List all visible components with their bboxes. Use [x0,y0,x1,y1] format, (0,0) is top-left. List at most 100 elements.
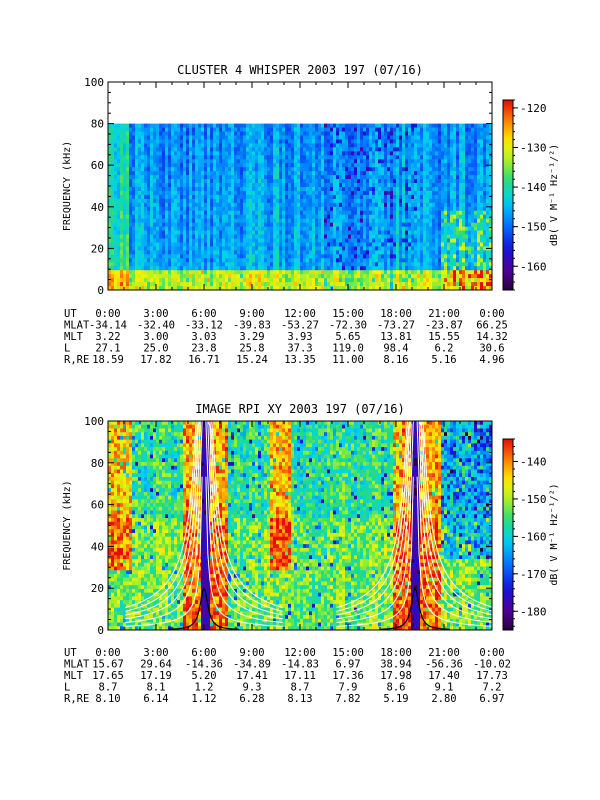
y-tick-label: 80 [91,457,104,470]
ephemeris-value: -56.36 [425,659,463,671]
ephemeris-value: 2.80 [431,693,456,705]
ephemeris-value: 18:00 [380,647,412,659]
y-tick-label: 100 [84,76,104,89]
y-tick-label: 60 [91,159,104,172]
ephemeris-value: 17.19 [140,670,172,682]
ephemeris-value: 17.65 [92,670,124,682]
ephemeris-value: 6:00 [191,647,216,659]
colorbar-label: dB( V M⁻¹ Hz⁻¹/²) [549,144,560,246]
ephemeris-value: 5.20 [191,670,216,682]
ephemeris-row-label: UT [64,647,77,659]
x-axis [107,421,493,630]
plasma-curve-0-1-b [205,476,283,627]
colorbar-tick-label: -150 [520,221,547,234]
plasma-curve-1-3-b [417,420,494,620]
ephemeris-value: 18.59 [92,354,124,366]
ephemeris-row-label: L [64,682,70,694]
ephemeris-value: 1.2 [195,682,214,694]
ephemeris-value: 17.11 [284,670,316,682]
colorbar: -140 -150 -160 -170 -180 dB( V M⁻¹ Hz⁻¹/²) [502,438,560,631]
plasma-curve-1-6-a [336,420,414,609]
ephemeris-value: 29.64 [140,659,172,671]
ephemeris-value: 9:00 [239,647,264,659]
ephemeris-row-label: MLAT [64,659,90,671]
colorbar-tick-label: -160 [520,530,547,543]
ephemeris-value: 1.12 [191,693,216,705]
colorbar-tick-label: -120 [520,102,547,115]
ephemeris-value: 6.97 [335,659,360,671]
cluster-whisper-panel: 0 20 40 60 80 100 FREQUENCY (kHz) CLUSTER 4 WHI… [62,63,560,366]
ephemeris-value: 0:00 [479,647,504,659]
ephemeris-value: 23.8 [191,343,216,355]
ephemeris-value: 15.55 [428,331,460,343]
ephemeris-value: 12:00 [284,308,316,320]
ephemeris-value: 13.35 [284,354,316,366]
ephemeris-value: 30.6 [479,343,504,355]
ephemeris-value: 13.81 [380,331,412,343]
ephemeris-value: 8.7 [291,682,310,694]
ephemeris-value: 17.36 [332,670,364,682]
ephemeris-value: 66.25 [476,320,508,332]
plasma-curve-0-1-a [125,476,203,627]
colorbar-gradient [502,99,514,291]
colorbar-tick-label: -140 [520,455,547,468]
ephemeris-value: 25.0 [143,343,168,355]
y-axis-label: FREQUENCY (kHz) [62,480,73,570]
ephemeris-value: 8.7 [99,682,118,694]
ephemeris-value: -53.27 [281,320,319,332]
ephemeris-value: -34.14 [89,320,127,332]
plasma-curve-0-4-a [125,420,203,616]
colorbar: -120 -130 -140 -150 -160 dB( V M⁻¹ Hz⁻¹/²) [502,99,560,291]
plasma-curve-1-5-a [336,420,414,612]
gyro-curve-1 [380,586,450,630]
ephemeris-value: 6.97 [479,693,504,705]
ephemeris-value: -34.89 [233,659,271,671]
ephemeris-value: 6:00 [191,308,216,320]
ephemeris-row-label: UT [64,308,77,320]
x-axis [107,82,493,290]
ephemeris-value: -32.40 [137,320,175,332]
ephemeris-value: 38.94 [380,659,412,671]
ephemeris-value: 15:00 [332,308,364,320]
y-tick-label: 80 [91,118,104,131]
ephemeris-value: 8.1 [147,682,166,694]
ephemeris-value: 5.16 [431,354,456,366]
colorbar-tick-label: -160 [520,260,547,273]
plasma-curve-1-2-b [416,420,494,623]
ephemeris-value: 25.8 [239,343,264,355]
ephemeris-value: 5.65 [335,331,360,343]
plasma-curve-1-3-a [336,420,414,620]
ephemeris-value: 27.1 [95,343,120,355]
image-rpi-panel: 0 20 40 60 80 100 FREQUENCY (kHz) IMAGE RPI XY … [62,402,560,705]
ephemeris-value: 0:00 [95,647,120,659]
plasma-curve-0-2-b [205,420,283,623]
ephemeris-value: 9.1 [435,682,454,694]
y-axis: 0 20 40 60 80 100 [84,76,492,297]
ephemeris-value: 3:00 [143,647,168,659]
chart-title: CLUSTER 4 WHISPER 2003 197 (07/16) [177,63,423,77]
ephemeris-value: 17.40 [428,670,460,682]
ephemeris-value: -10.02 [473,659,511,671]
ephemeris-value: 7.9 [339,682,358,694]
ephemeris-value: 15:00 [332,647,364,659]
y-tick-label: 100 [84,415,104,428]
ephemeris-value: 37.3 [287,343,312,355]
plasma-curve-0-2-a [125,420,203,623]
y-axis-label: FREQUENCY (kHz) [62,141,73,231]
ephemeris-value: -33.12 [185,320,223,332]
ephemeris-value: 8.6 [387,682,406,694]
ephemeris-row-label: MLT [64,670,84,682]
colorbar-gradient [502,438,514,631]
ephemeris-row-label: L [64,343,70,355]
ephemeris-value: 8.16 [383,354,408,366]
ephemeris-value: 11.00 [332,354,364,366]
y-tick-label: 20 [91,242,104,255]
ephemeris-value: 0:00 [479,308,504,320]
ephemeris-value: 0:00 [95,308,120,320]
ephemeris-value: -23.87 [425,320,463,332]
ephemeris-row-label: MLAT [64,320,90,332]
ephemeris-value: 9:00 [239,308,264,320]
plasma-curve-0-6-b [205,420,283,609]
colorbar-tick-label: -150 [520,493,547,506]
ephemeris-value: 8.10 [95,693,120,705]
